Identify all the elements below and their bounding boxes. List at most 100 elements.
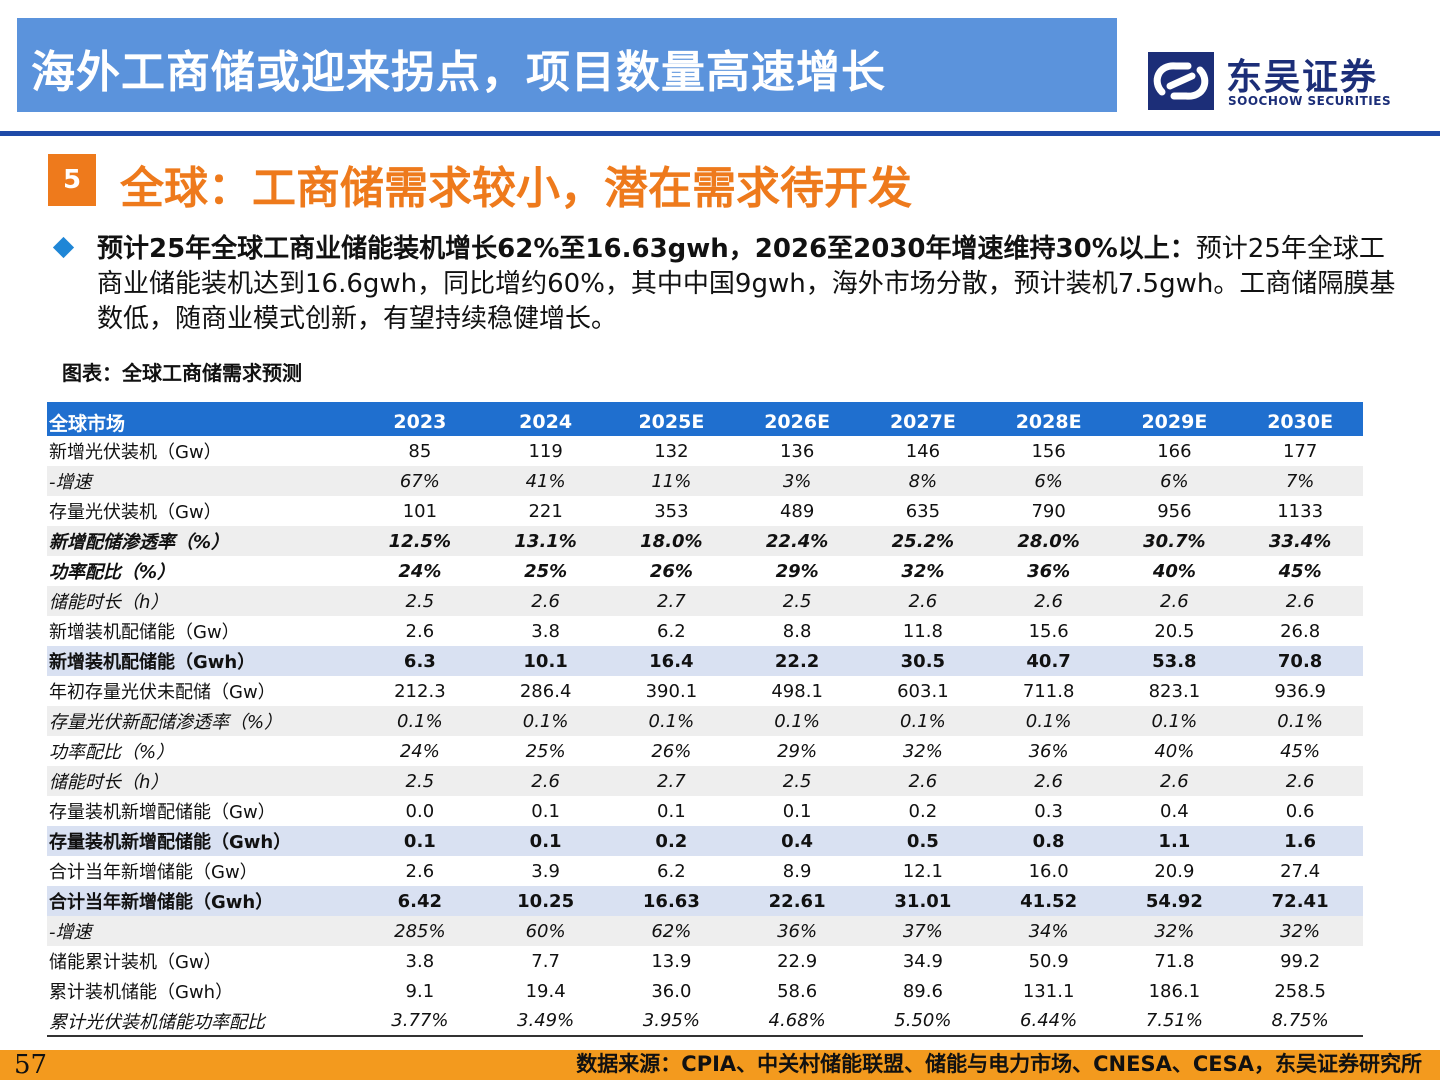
table-cell: 70.8 (1237, 646, 1363, 676)
demand-forecast-table: 全球市场 2023 2024 2025E 2026E 2027E 2028E 2… (47, 402, 1363, 1037)
diamond-bullet-icon (52, 236, 75, 259)
table-cell: 285% (357, 916, 483, 946)
table-cell: 11.8 (902, 620, 943, 642)
table-cell: 3.8 (405, 950, 435, 972)
table-cell: 498.1 (771, 680, 823, 702)
column-header: 2027E (860, 402, 986, 436)
table-cell: 2.5 (734, 766, 860, 796)
table-row: 合计当年新增储能（Gwh） 6.42 10.25 16.63 22.61 31.01 41.… (47, 886, 1363, 916)
table-row: 功率配比（%） 24% 25% 26% 29% 32% 36% 40% 45% (47, 736, 1363, 766)
table-cell: 22.9 (777, 950, 818, 972)
table-cell: 89.6 (902, 980, 943, 1002)
table-cell: 3.95% (608, 1006, 735, 1037)
table-cell: 16.0 (1028, 860, 1069, 882)
table-cell: 221 (528, 500, 563, 522)
table-cell: 15.6 (1028, 620, 1069, 642)
row-label: 储能累计装机（Gw） (49, 952, 222, 973)
table-cell: 16.63 (608, 886, 735, 916)
table-cell: 353 (654, 500, 689, 522)
table-cell: 0.2 (608, 826, 735, 856)
row-label: 新增光伏装机（Gw） (49, 442, 222, 463)
bullet-bold-lead: 预计25年全球工商业储能装机增长62%至16.63gwh，2026至2030年增… (97, 234, 1196, 264)
table-cell: 0.1% (1237, 706, 1363, 736)
row-label: 功率配比（%） (49, 562, 176, 583)
table-cell: 0.1 (531, 800, 560, 822)
table-row: 存量光伏装机（Gw） 101 221 353 489 635 790 956 1133 (47, 496, 1363, 526)
table-header-row: 全球市场 2023 2024 2025E 2026E 2027E 2028E 2… (47, 402, 1363, 436)
table-cell: 0.1% (985, 706, 1112, 736)
table-cell: 0.1 (657, 800, 686, 822)
row-label: 存量光伏装机（Gw） (49, 502, 222, 523)
table-cell: 60% (482, 916, 609, 946)
table-cell: 8.9 (782, 860, 812, 882)
table-cell: 40% (1152, 560, 1196, 582)
table-cell: 32% (901, 560, 945, 582)
table-cell: 25% (525, 740, 566, 762)
row-label: 年初存量光伏未配储（Gw） (49, 682, 276, 703)
table-cell: 212.3 (394, 680, 446, 702)
table-row: 存量光伏新配储渗透率（%） 0.1% 0.1% 0.1% 0.1% 0.1% 0.1% 0.1… (47, 706, 1363, 736)
table-cell: 0.1 (357, 826, 483, 856)
table-cell: 2.6 (985, 766, 1112, 796)
row-label: 合计当年新增储能（Gw） (49, 862, 258, 883)
table-cell: 177 (1282, 440, 1318, 462)
column-header: 2029E (1111, 402, 1238, 436)
table-cell: 2.6 (860, 766, 986, 796)
title-banner: 海外工商储或迎来拐点，项目数量高速增长 (17, 18, 1117, 112)
table-cell: 0.1% (734, 706, 860, 736)
table-cell: 2.7 (608, 586, 735, 616)
table-cell: 1.1 (1111, 826, 1238, 856)
row-label: 累计装机储能（Gwh） (49, 982, 234, 1003)
row-label: 存量装机新增配储能（Gw） (49, 802, 276, 823)
table-cell: 36.0 (651, 980, 692, 1002)
row-label: 功率配比（%） (49, 742, 175, 763)
table-cell: 186.1 (1148, 980, 1201, 1002)
table-cell: 1.6 (1237, 826, 1363, 856)
column-header: 2026E (734, 402, 860, 436)
row-label: 新增装机配储能（Gw） (49, 622, 240, 643)
table-cell: 12.5% (357, 526, 483, 556)
company-logo: 东吴证券 SOOCHOW SECURITIES (1148, 48, 1408, 112)
table-cell: 25.2% (860, 526, 986, 556)
table-cell: 41.52 (985, 886, 1112, 916)
table-cell: 58.6 (777, 980, 818, 1002)
table-cell: 8% (860, 466, 986, 496)
row-label: 存量光伏新配储渗透率（%） (47, 706, 357, 736)
table-cell: 166 (1157, 440, 1192, 462)
bullet-paragraph: 预计25年全球工商业储能装机增长62%至16.63gwh，2026至2030年增… (97, 232, 1397, 337)
table-cell: 25% (524, 560, 568, 582)
table-cell: 4.68% (734, 1006, 860, 1037)
table-cell: 6.3 (357, 646, 483, 676)
table-cell: 2.6 (985, 586, 1112, 616)
table-cell: 67% (357, 466, 483, 496)
column-header: 2028E (985, 402, 1112, 436)
table-cell: 2.6 (1111, 586, 1238, 616)
table-row: 储能时长（h） 2.5 2.6 2.7 2.5 2.6 2.6 2.6 2.6 (47, 586, 1363, 616)
table-cell: 3% (734, 466, 860, 496)
table-cell: 2.6 (1111, 766, 1238, 796)
figure-title: 图表：全球工商储需求预测 (62, 361, 302, 385)
header-divider (0, 131, 1440, 136)
table-cell: 0.1% (860, 706, 986, 736)
column-header: 2024 (482, 402, 609, 436)
table-cell: 956 (1157, 500, 1192, 522)
table-cell: 0.0 (405, 800, 435, 822)
table-cell: 26% (651, 740, 692, 762)
table-cell: 18.0% (608, 526, 735, 556)
table-cell: 0.1 (782, 800, 812, 822)
row-label: -增速 (47, 916, 357, 946)
table-cell: 6% (1111, 466, 1238, 496)
table-cell: 71.8 (1154, 950, 1195, 972)
table-row: 年初存量光伏未配储（Gw） 212.3 286.4 390.1 498.1 603.1 71… (47, 676, 1363, 706)
table-row: 累计光伏装机储能功率配比 3.77% 3.49% 3.95% 4.68% 5.50% 6.4… (47, 1006, 1363, 1037)
table-cell: 29% (777, 740, 818, 762)
table-row: 新增配储渗透率（%） 12.5% 13.1% 18.0% 22.4% 25.2% 28.0%… (47, 526, 1363, 556)
table-row: 存量装机新增配储能（Gw） 0.0 0.1 0.1 0.1 0.2 0.3 0.4 0.6 (47, 796, 1363, 826)
table-cell: 53.8 (1111, 646, 1238, 676)
table-cell: 258.5 (1274, 980, 1326, 1002)
table-cell: 2.6 (405, 620, 435, 642)
table-cell: 45% (1280, 740, 1321, 762)
table-cell: 0.2 (908, 800, 938, 822)
table-cell: 390.1 (645, 680, 698, 702)
table-cell: 0.4 (1160, 800, 1189, 822)
